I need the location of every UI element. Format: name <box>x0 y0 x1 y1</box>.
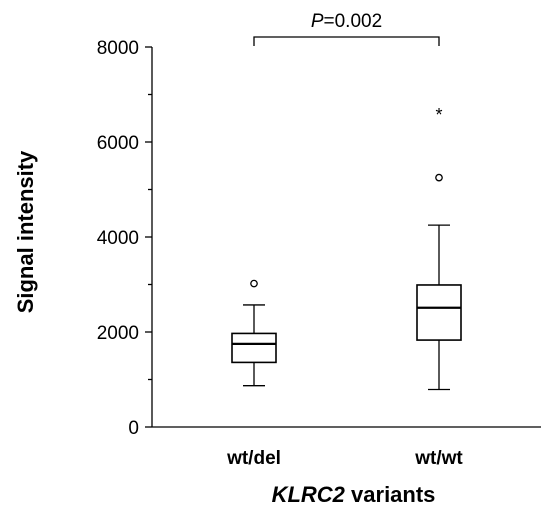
x-axis-title: KLRC2 variants <box>272 482 436 507</box>
y-tick-label: 4000 <box>97 228 139 249</box>
p-value-label: P=0.002 <box>311 11 382 32</box>
y-tick-label: 0 <box>128 418 139 439</box>
p-value: =0.002 <box>324 11 383 32</box>
significance-bracket <box>253 36 440 46</box>
x-category-label: wt/del <box>226 448 281 469</box>
iqr-box <box>231 332 277 364</box>
y-tick-label: 2000 <box>97 323 139 344</box>
iqr-box <box>416 284 462 341</box>
y-tick-label: 6000 <box>97 133 139 154</box>
box-groups: * <box>231 105 462 391</box>
box-group-wt-del <box>231 279 277 387</box>
x-axis-title-rest: variants <box>345 482 436 507</box>
x-category-label: wt/wt <box>414 448 463 469</box>
box-group-wt-wt: * <box>416 105 462 391</box>
outlier-point <box>435 173 443 182</box>
y-tick-label: 8000 <box>97 38 139 59</box>
y-minor-ticks <box>148 93 152 381</box>
outlier-point <box>250 279 258 288</box>
p-symbol: P <box>311 11 324 32</box>
axes <box>151 47 541 428</box>
x-axis-title-gene: KLRC2 <box>272 482 346 507</box>
y-axis-title: Signal intensity <box>13 150 38 313</box>
significance-annotation: P=0.002 <box>253 11 440 46</box>
category-labels: wt/del wt/wt <box>226 448 463 469</box>
y-ticks: 0 2000 4000 6000 8000 <box>97 38 152 439</box>
extreme-point: * <box>435 105 442 125</box>
